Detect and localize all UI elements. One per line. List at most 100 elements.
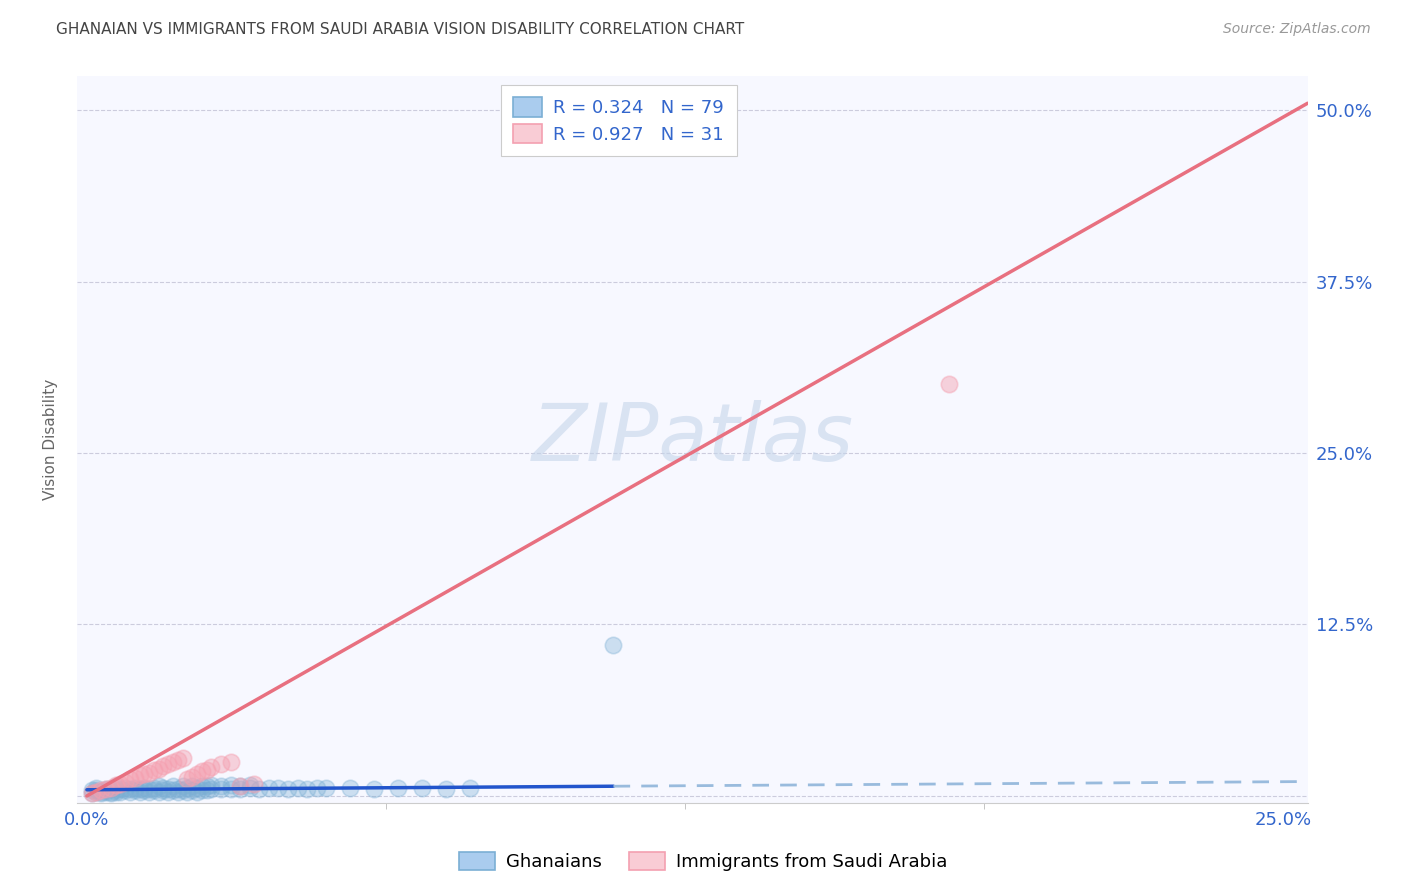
Point — [186, 785, 208, 799]
Point — [142, 780, 165, 795]
Point — [94, 785, 117, 799]
Point — [219, 782, 242, 797]
Point — [100, 785, 122, 799]
Point — [80, 786, 103, 800]
Point — [195, 780, 218, 794]
Point — [295, 782, 318, 797]
Point — [176, 780, 198, 795]
Point — [104, 785, 127, 799]
Point — [172, 750, 194, 764]
Point — [181, 783, 204, 797]
Point — [195, 783, 218, 797]
Text: ZIPatlas: ZIPatlas — [531, 401, 853, 478]
Point — [162, 755, 184, 769]
Point — [162, 780, 184, 794]
Point — [181, 780, 204, 794]
Point — [124, 783, 146, 797]
Point — [191, 780, 214, 794]
Point — [157, 782, 180, 797]
Point — [186, 780, 208, 795]
Point — [200, 760, 222, 774]
Point — [172, 783, 194, 797]
Point — [118, 772, 141, 787]
Point — [239, 778, 262, 792]
Point — [134, 780, 156, 795]
Point — [200, 782, 222, 797]
Point — [181, 770, 204, 784]
Point — [94, 782, 117, 797]
Point — [110, 776, 132, 790]
Point — [90, 786, 112, 800]
Point — [110, 782, 132, 797]
Point — [114, 780, 136, 795]
Point — [162, 783, 184, 797]
Point — [142, 763, 165, 777]
Point — [152, 783, 174, 797]
Text: GHANAIAN VS IMMIGRANTS FROM SAUDI ARABIA VISION DISABILITY CORRELATION CHART: GHANAIAN VS IMMIGRANTS FROM SAUDI ARABIA… — [56, 22, 745, 37]
Point — [134, 783, 156, 797]
Point — [191, 783, 214, 797]
Point — [305, 780, 328, 795]
Point — [257, 780, 280, 795]
Point — [104, 780, 127, 794]
Point — [148, 785, 170, 799]
Point — [128, 785, 150, 799]
Point — [80, 783, 103, 797]
Point — [186, 767, 208, 781]
Point — [387, 780, 409, 795]
Point — [363, 782, 385, 797]
Point — [86, 783, 108, 797]
Point — [209, 780, 232, 794]
Point — [148, 762, 170, 776]
Point — [100, 780, 122, 795]
Point — [148, 780, 170, 794]
Point — [229, 780, 252, 794]
Point — [191, 764, 214, 779]
Point — [86, 785, 108, 799]
Point — [602, 638, 624, 652]
Point — [86, 785, 108, 799]
Y-axis label: Vision Disability: Vision Disability — [44, 379, 58, 500]
Point — [86, 780, 108, 795]
Point — [209, 782, 232, 797]
Point — [157, 757, 180, 772]
Point — [166, 782, 188, 797]
Point — [118, 782, 141, 797]
Point — [287, 780, 309, 795]
Point — [315, 780, 337, 795]
Legend: R = 0.324   N = 79, R = 0.927   N = 31: R = 0.324 N = 79, R = 0.927 N = 31 — [501, 85, 737, 156]
Point — [128, 782, 150, 797]
Point — [411, 780, 433, 795]
Legend: Ghanaians, Immigrants from Saudi Arabia: Ghanaians, Immigrants from Saudi Arabia — [451, 845, 955, 879]
Point — [176, 772, 198, 787]
Point — [200, 778, 222, 792]
Point — [110, 785, 132, 799]
Point — [90, 785, 112, 799]
Point — [80, 786, 103, 800]
Point — [219, 778, 242, 792]
Point — [176, 785, 198, 799]
Point — [938, 377, 960, 392]
Point — [114, 775, 136, 789]
Point — [114, 783, 136, 797]
Point — [138, 785, 160, 799]
Point — [94, 783, 117, 797]
Point — [134, 767, 156, 781]
Point — [138, 782, 160, 797]
Point — [152, 780, 174, 795]
Point — [267, 780, 290, 795]
Point — [166, 753, 188, 767]
Point — [100, 786, 122, 800]
Point — [157, 785, 180, 799]
Point — [104, 778, 127, 792]
Point — [100, 782, 122, 797]
Text: Source: ZipAtlas.com: Source: ZipAtlas.com — [1223, 22, 1371, 37]
Point — [339, 780, 361, 795]
Point — [94, 782, 117, 797]
Point — [90, 783, 112, 797]
Point — [138, 765, 160, 780]
Point — [104, 783, 127, 797]
Point — [172, 780, 194, 794]
Point — [239, 780, 262, 795]
Point — [219, 755, 242, 769]
